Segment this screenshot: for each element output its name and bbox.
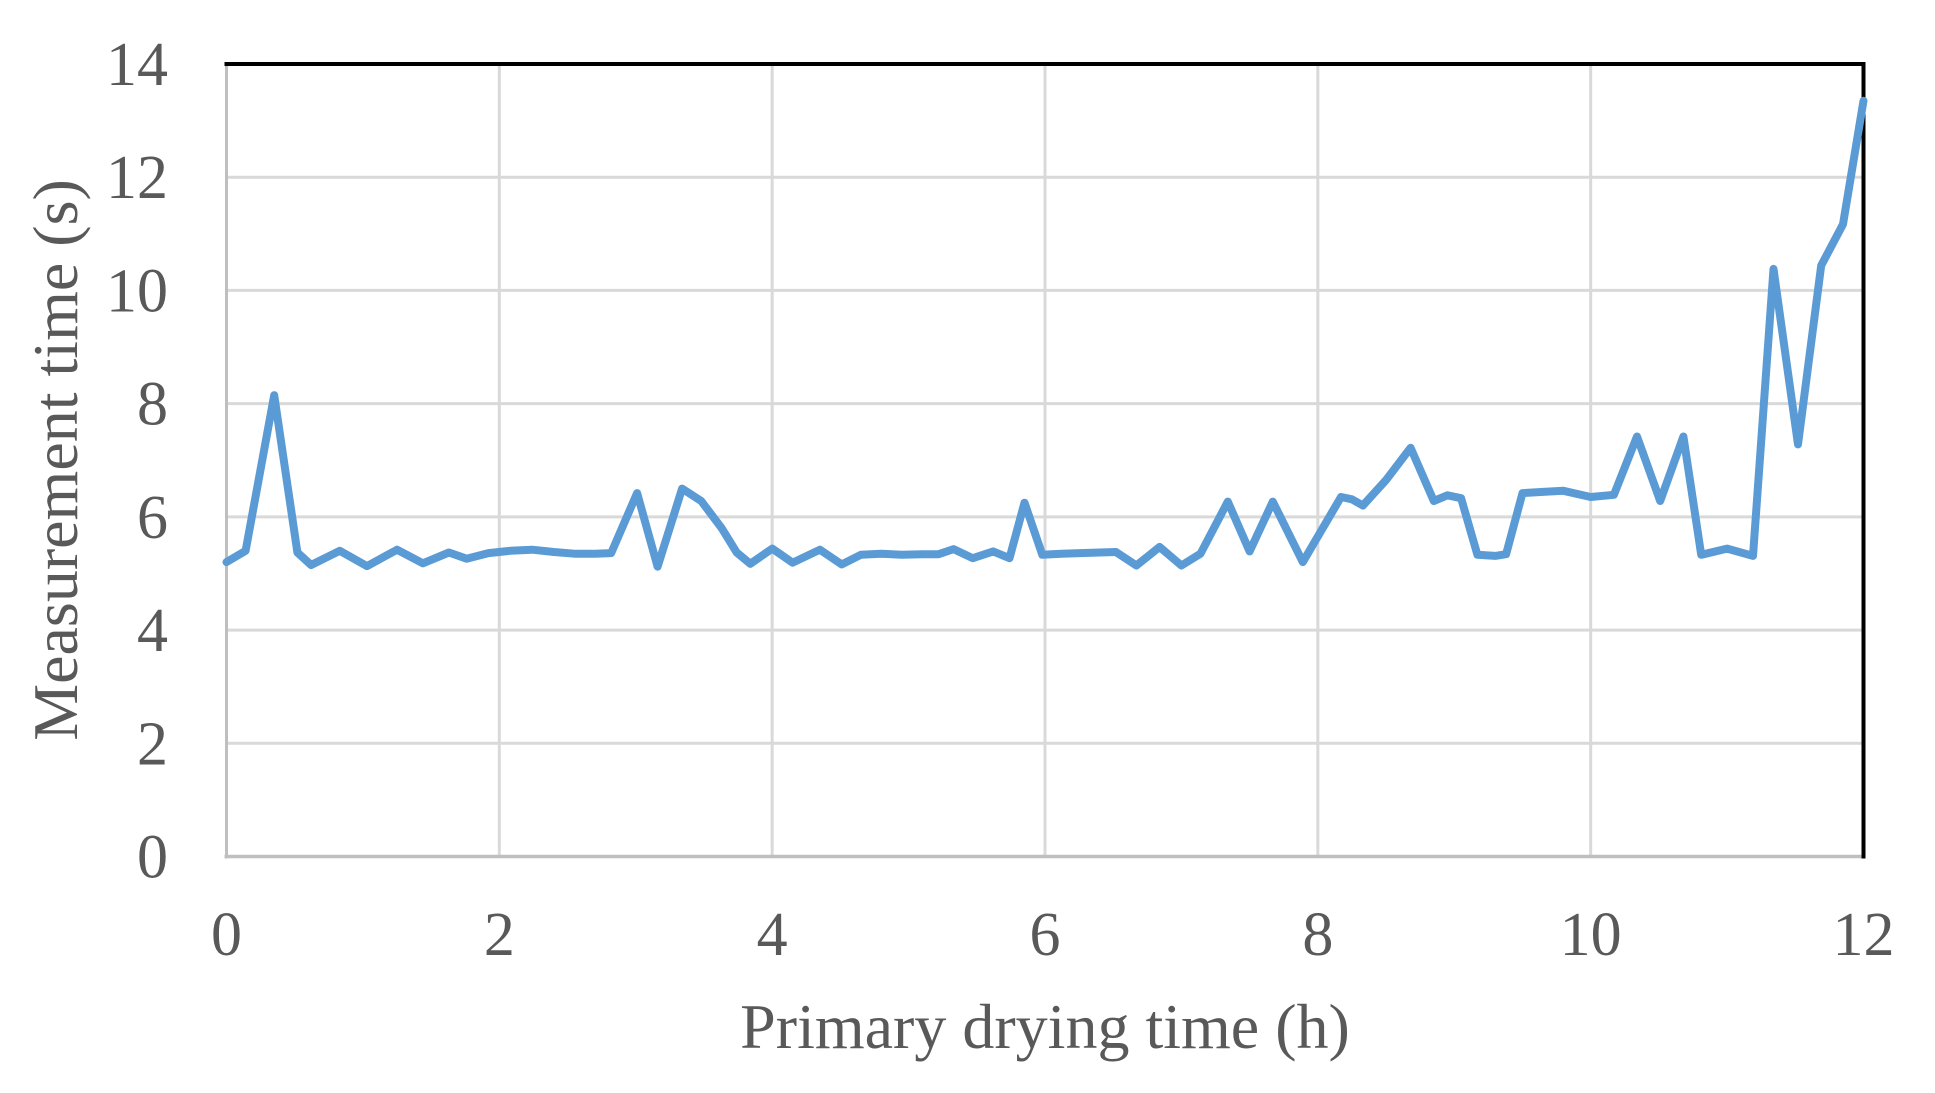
x-tick-label: 6 bbox=[1030, 901, 1061, 969]
y-tick-label: 0 bbox=[137, 824, 168, 892]
plot-border bbox=[224, 62, 1866, 859]
x-tick-label: 10 bbox=[1560, 901, 1622, 969]
y-tick-label: 8 bbox=[137, 371, 168, 439]
series-line bbox=[222, 96, 1868, 571]
y-axis-title: Measurement time (s) bbox=[20, 179, 91, 741]
y-tick-label: 10 bbox=[106, 257, 168, 325]
x-tick-label: 12 bbox=[1833, 901, 1895, 969]
x-tick-label: 0 bbox=[211, 901, 242, 969]
y-tick-label: 14 bbox=[106, 31, 168, 99]
y-axis-tick-labels: 0 2 4 6 8 10 12 14 bbox=[106, 31, 168, 892]
y-tick-label: 6 bbox=[137, 484, 168, 552]
x-axis-title: Primary drying time (h) bbox=[740, 991, 1350, 1062]
y-tick-label: 2 bbox=[137, 710, 168, 778]
x-tick-label: 8 bbox=[1302, 901, 1333, 969]
y-tick-label: 12 bbox=[106, 144, 168, 212]
x-axis-tick-labels: 0 2 4 6 8 10 12 bbox=[211, 901, 1895, 969]
axis-lines bbox=[224, 62, 1866, 859]
x-tick-label: 2 bbox=[484, 901, 515, 969]
y-tick-label: 4 bbox=[137, 597, 168, 665]
gridlines bbox=[226, 64, 1864, 857]
x-tick-label: 4 bbox=[757, 901, 788, 969]
